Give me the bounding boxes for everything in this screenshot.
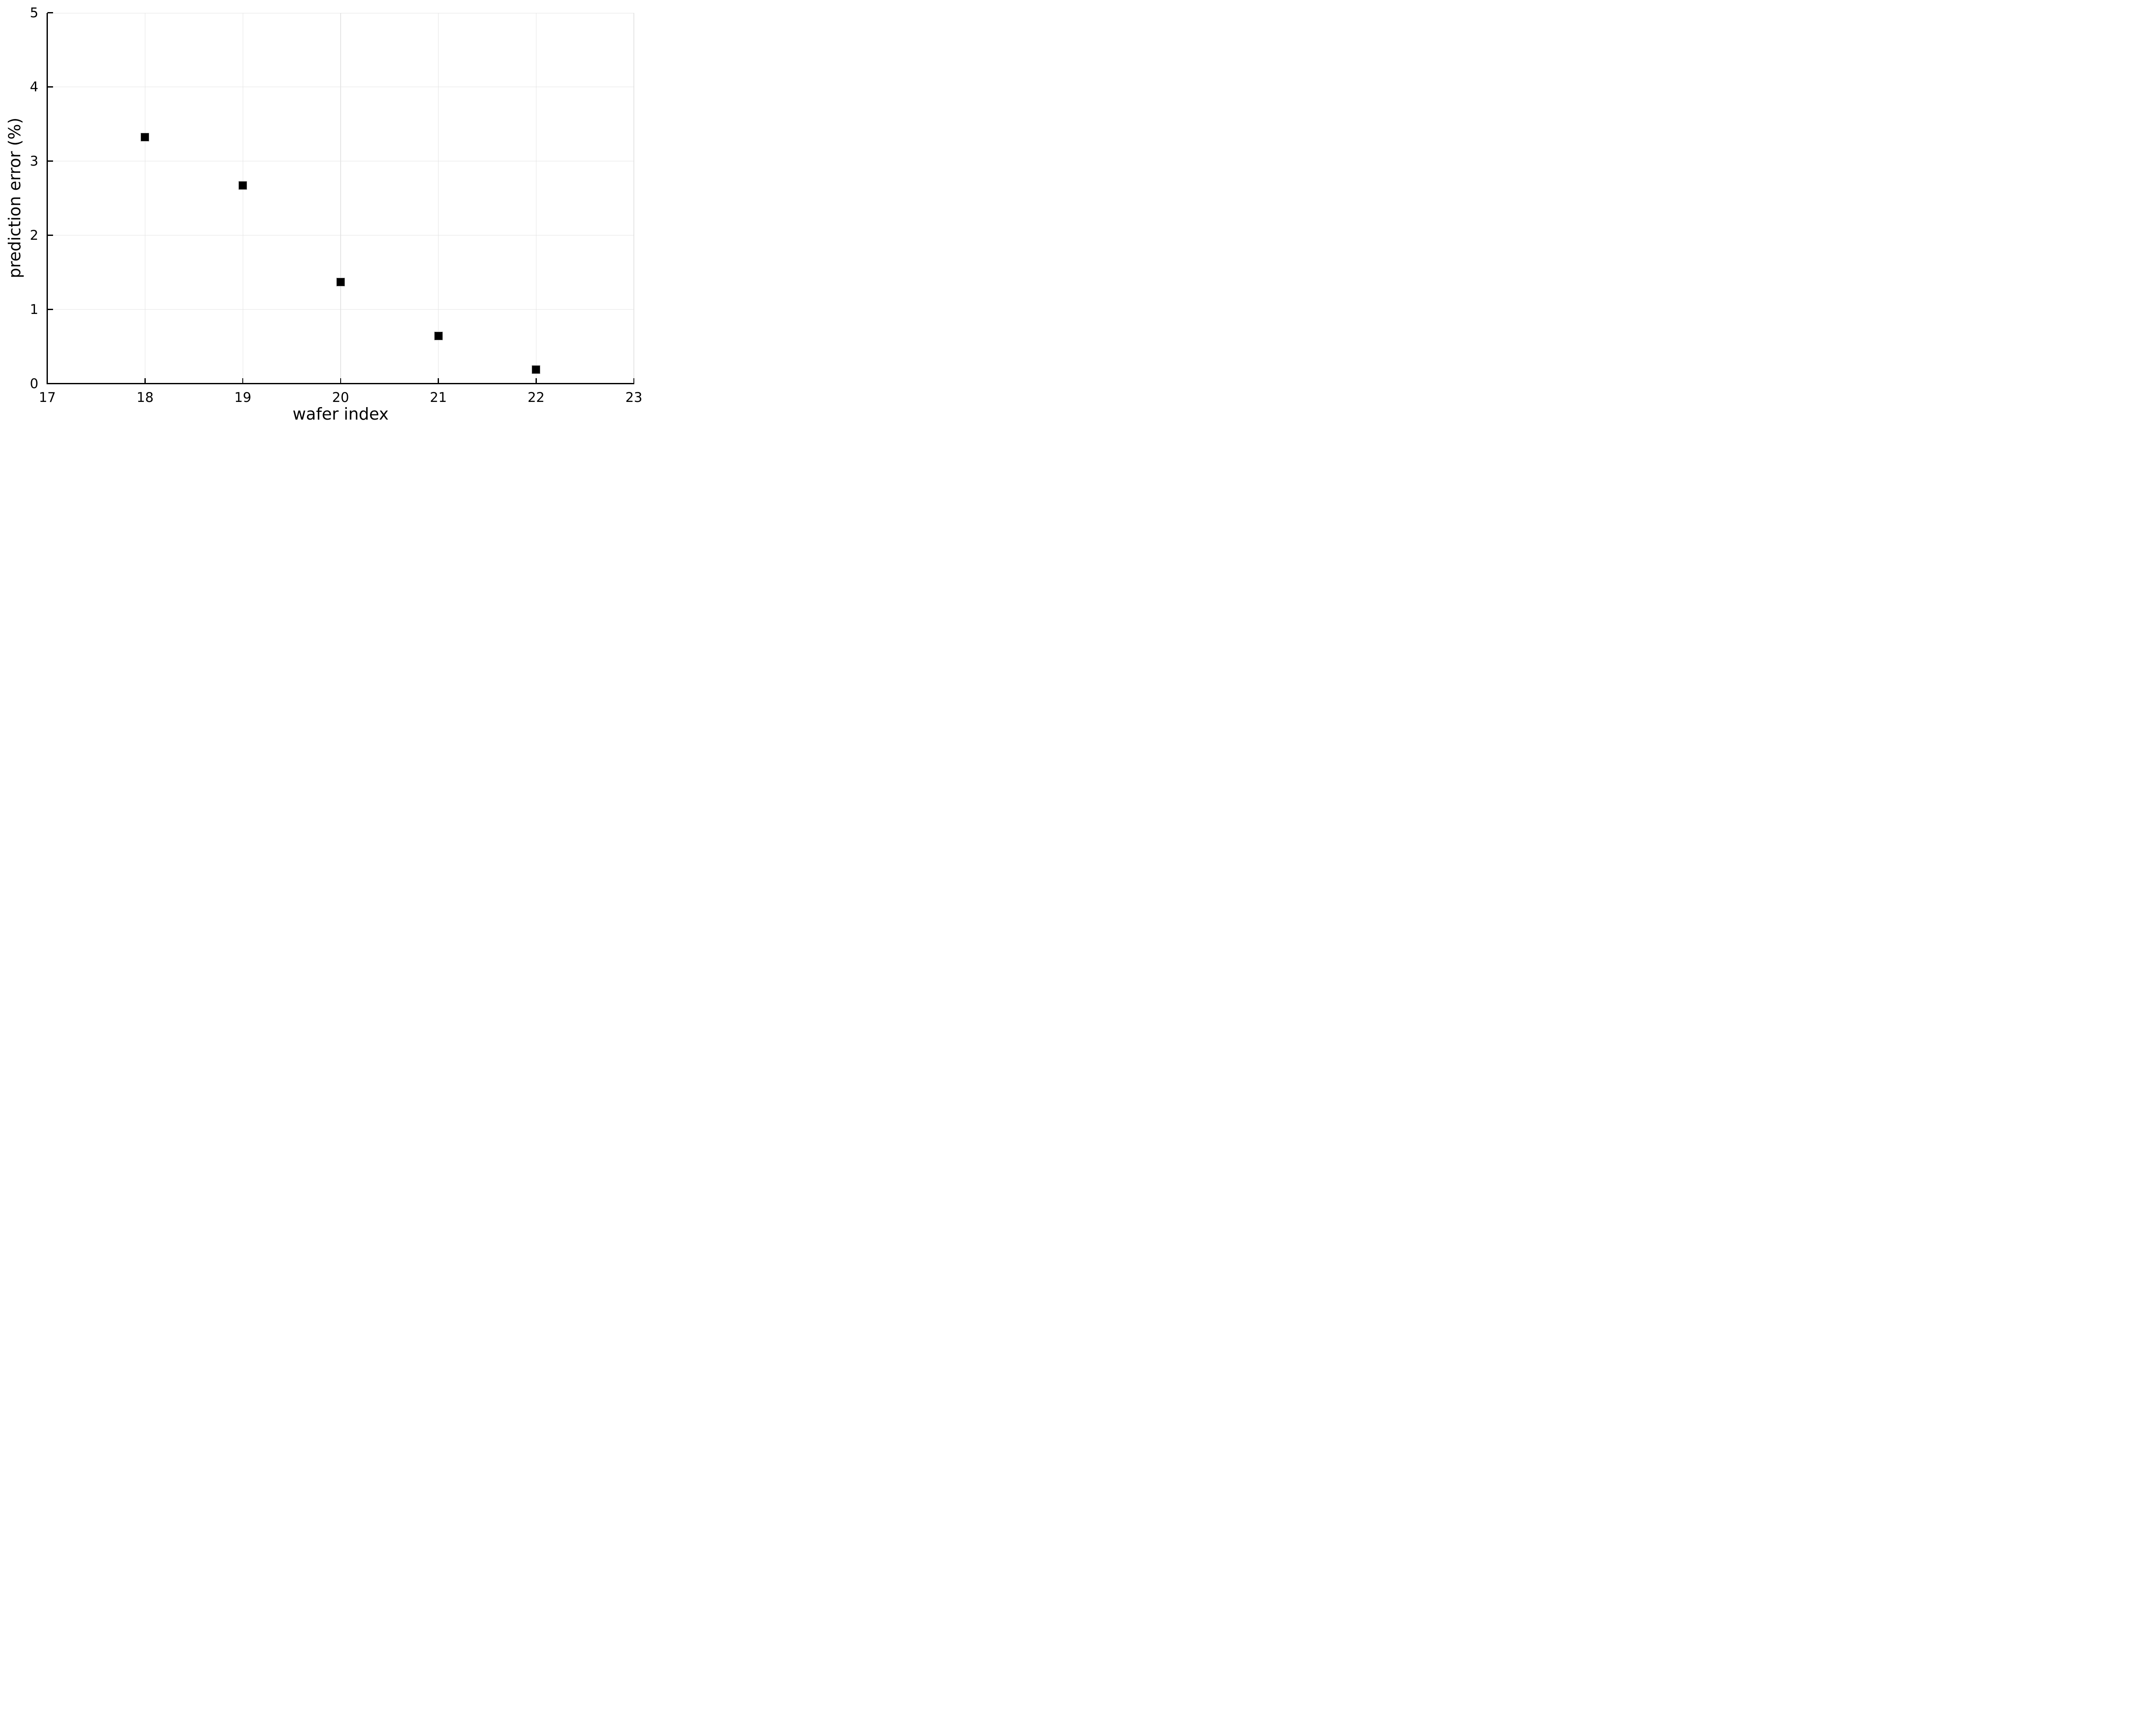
x-axis-spine — [47, 383, 635, 384]
x-tick-label: 19 — [234, 390, 251, 405]
x-tick-label: 23 — [625, 390, 642, 405]
x-tick-label: 20 — [332, 390, 349, 405]
x-gridline — [438, 13, 439, 384]
y-axis-title: prediction error (%) — [5, 117, 24, 279]
x-gridline — [633, 13, 634, 384]
x-tickmark — [242, 378, 244, 384]
y-axis-spine — [47, 13, 48, 384]
data-point-marker — [238, 181, 248, 190]
data-point-marker — [434, 332, 443, 341]
x-tickmark — [144, 378, 146, 384]
y-tickmark — [47, 160, 53, 162]
x-tick-label: 17 — [39, 390, 56, 405]
data-point-marker — [336, 277, 345, 286]
x-tickmark — [340, 378, 342, 384]
x-tickmark — [535, 378, 537, 384]
data-point-marker — [532, 365, 541, 374]
x-tickmark — [633, 378, 635, 384]
y-tick-label: 2 — [30, 227, 38, 243]
y-tickmark — [47, 86, 53, 88]
data-point-marker — [141, 133, 150, 142]
y-gridline — [47, 309, 634, 310]
plot-area — [47, 12, 635, 384]
y-tick-label: 5 — [30, 5, 38, 21]
y-tick-label: 0 — [30, 376, 38, 392]
x-tick-label: 18 — [136, 390, 154, 405]
x-tick-label: 22 — [527, 390, 545, 405]
y-tickmark — [47, 235, 53, 236]
y-tickmark — [47, 309, 53, 310]
y-tick-label: 4 — [30, 79, 38, 95]
y-tick-label: 3 — [30, 153, 38, 169]
scatter-plot-figure: 17 18 19 20 21 22 23 0 1 2 3 4 5 wafer index predict… — [0, 0, 647, 431]
x-gridline — [340, 13, 341, 384]
x-axis-title: wafer index — [292, 405, 389, 423]
y-tickmark — [47, 12, 53, 13]
x-tick-label: 21 — [429, 390, 447, 405]
x-tickmark — [438, 378, 439, 384]
y-tick-label: 1 — [30, 301, 38, 317]
